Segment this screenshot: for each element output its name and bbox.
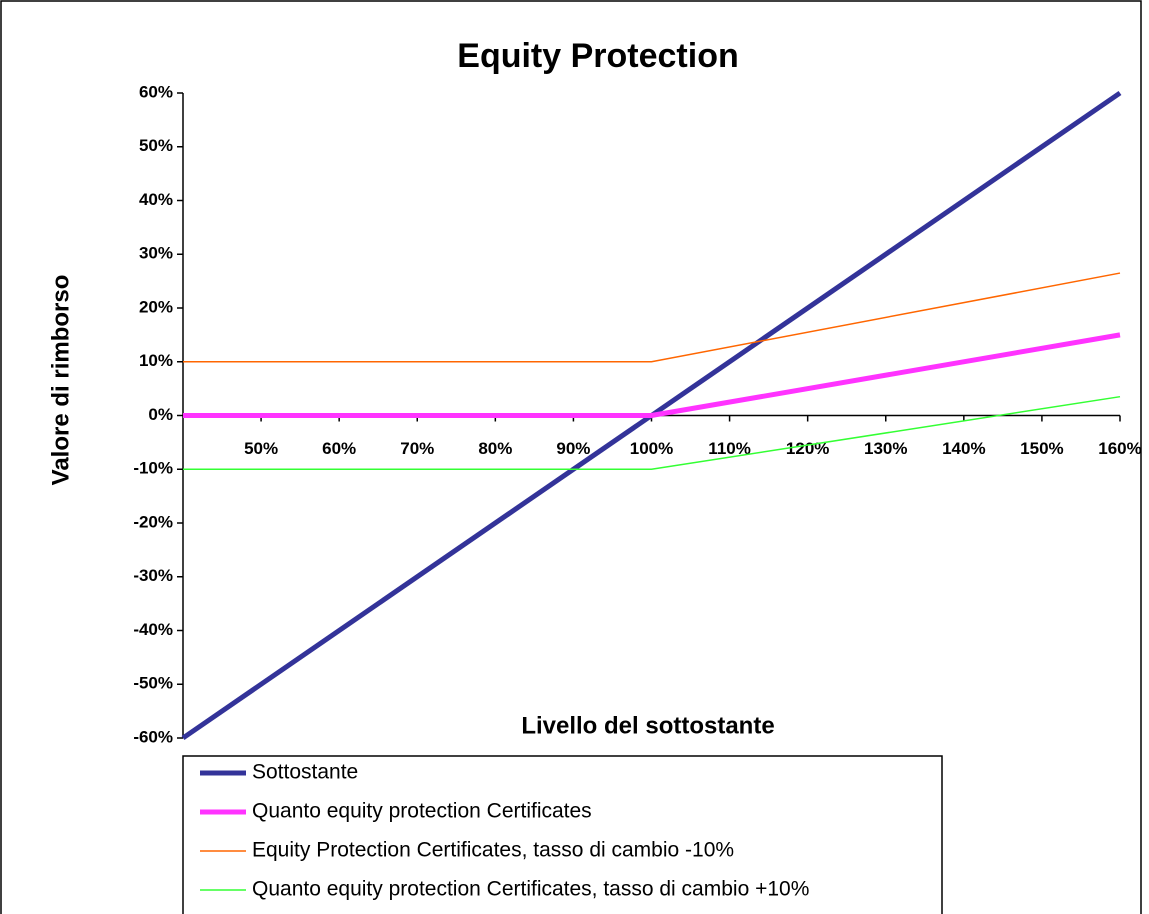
- y-tick-label: -50%: [133, 674, 173, 693]
- y-tick-label: 60%: [139, 82, 173, 101]
- y-tick-label: 30%: [139, 244, 173, 263]
- x-tick-label: 70%: [400, 439, 434, 458]
- x-tick-label: 130%: [864, 439, 907, 458]
- y-tick-label: -10%: [133, 459, 173, 478]
- x-tick-label: 120%: [786, 439, 829, 458]
- x-axis-title: Livello del sottostante: [521, 712, 774, 739]
- legend-label: Sottostante: [252, 761, 358, 784]
- y-tick-label: -20%: [133, 512, 173, 531]
- y-tick-label: 0%: [148, 405, 173, 424]
- x-tick-label: 100%: [630, 439, 673, 458]
- x-tick-label: 50%: [244, 439, 278, 458]
- x-tick-label: 60%: [322, 439, 356, 458]
- x-tick-label: 90%: [556, 439, 590, 458]
- y-tick-label: -40%: [133, 620, 173, 639]
- series-line: [183, 272, 1121, 363]
- y-axis-title: Valore di rimborso: [47, 275, 74, 486]
- x-tick-label: 160%: [1098, 439, 1141, 458]
- x-tick-label: 110%: [708, 439, 751, 458]
- x-tick-label: 80%: [478, 439, 512, 458]
- series-line: [183, 395, 1121, 470]
- chart-title: Equity Protection: [457, 37, 738, 75]
- legend-label: Equity Protection Certificates, tasso di…: [252, 839, 734, 862]
- legend-label: Quanto equity protection Certificates: [252, 800, 592, 823]
- y-tick-label: 50%: [139, 136, 173, 155]
- y-tick-label: -60%: [133, 727, 173, 746]
- y-tick-label: 40%: [139, 190, 173, 209]
- y-tick-label: 20%: [139, 297, 173, 316]
- legend-label: Quanto equity protection Certificates, t…: [252, 878, 809, 901]
- x-tick-label: 140%: [942, 439, 985, 458]
- x-tick-label: 150%: [1020, 439, 1063, 458]
- series-line: [183, 332, 1121, 418]
- y-tick-label: -30%: [133, 566, 173, 585]
- y-tick-label: 10%: [139, 351, 173, 370]
- legend-box: [182, 755, 943, 914]
